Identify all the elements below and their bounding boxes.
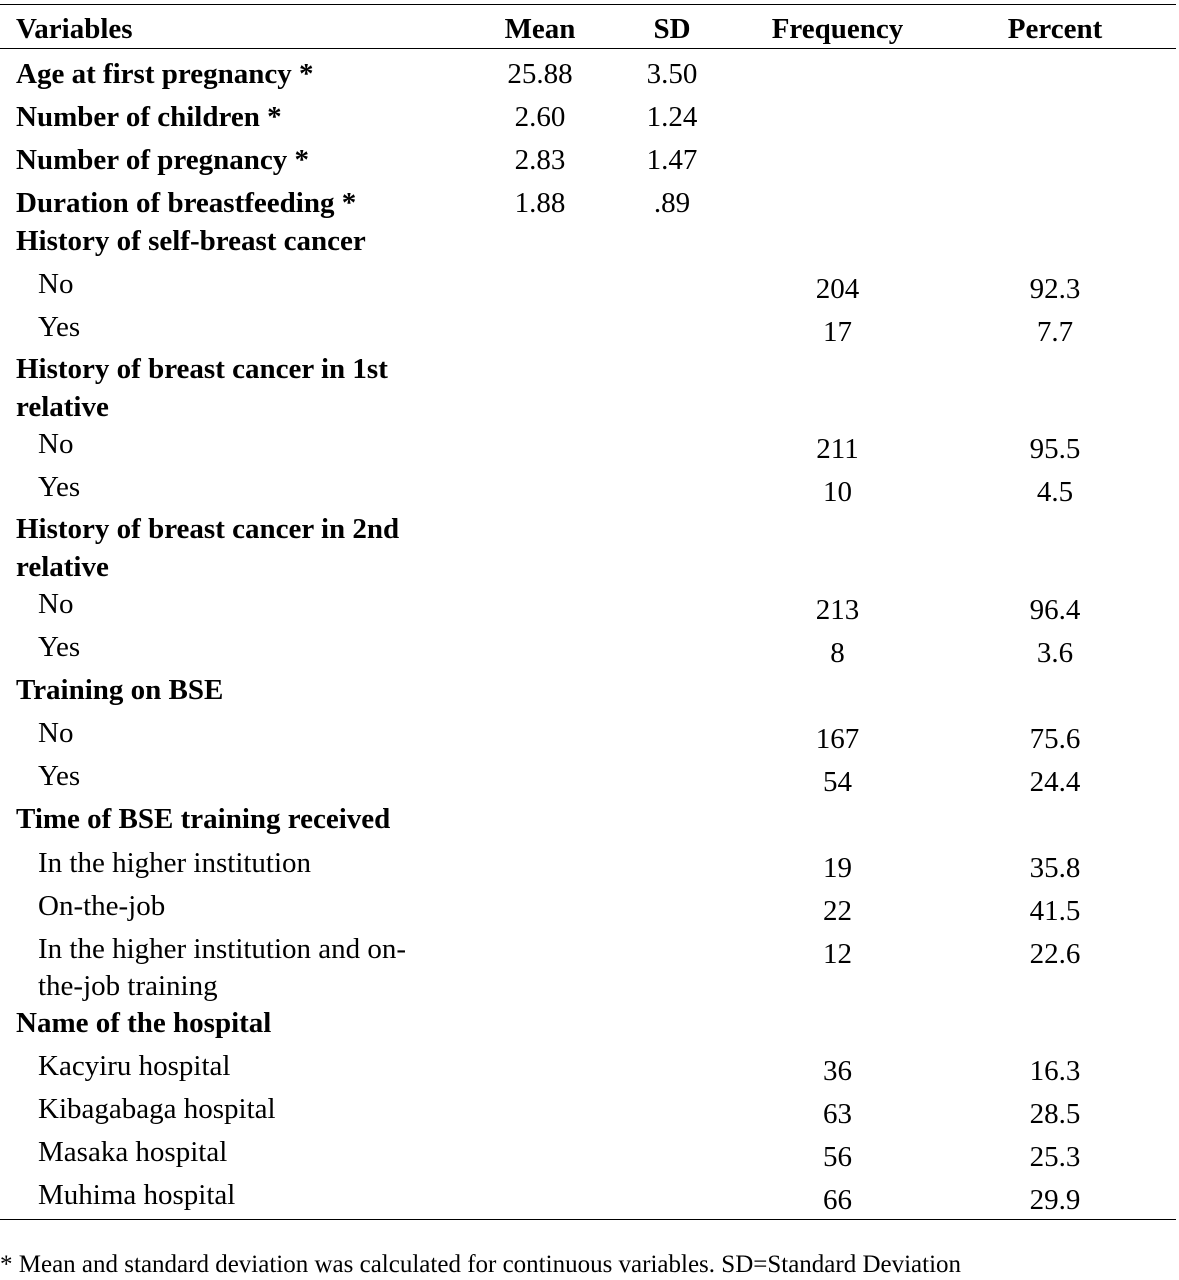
percent-value: 4.5 xyxy=(1036,476,1074,508)
group-title: Name of the hospital xyxy=(16,1007,272,1039)
frequency-value: 213 xyxy=(815,594,860,626)
group-title-continued: relative xyxy=(16,551,109,583)
frequency-value: 17 xyxy=(823,316,852,348)
percent-value: 29.9 xyxy=(1029,1184,1081,1216)
percent-value: 28.5 xyxy=(1029,1098,1081,1130)
frequency-value: 8 xyxy=(830,637,845,669)
header-variables: Variables xyxy=(16,13,133,45)
percent-value: 96.4 xyxy=(1029,594,1081,626)
frequency-value: 10 xyxy=(823,476,852,508)
percent-value: 92.3 xyxy=(1029,273,1081,305)
row-label: Age at first pregnancy * xyxy=(16,58,314,90)
percent-value: 7.7 xyxy=(1036,316,1074,348)
bottom-rule xyxy=(0,1219,1176,1220)
percent-value: 41.5 xyxy=(1029,895,1081,927)
top-rule xyxy=(0,4,1176,5)
category-label: Kibagabaga hospital xyxy=(38,1093,276,1125)
header-frequency: Frequency xyxy=(771,13,904,45)
frequency-value: 12 xyxy=(823,938,852,970)
group-title: History of breast cancer in 1st xyxy=(16,353,388,385)
percent-value: 75.6 xyxy=(1029,723,1081,755)
percent-value: 95.5 xyxy=(1029,433,1081,465)
row-label: Duration of breastfeeding * xyxy=(16,187,357,219)
frequency-value: 36 xyxy=(823,1055,852,1087)
frequency-value: 54 xyxy=(823,766,852,798)
category-label: No xyxy=(38,428,74,460)
category-label: On-the-job xyxy=(38,890,166,922)
category-label: Yes xyxy=(38,311,81,343)
category-label: Yes xyxy=(38,760,81,792)
header-rule xyxy=(0,48,1176,49)
mean-value: 2.60 xyxy=(514,101,566,133)
category-label: Yes xyxy=(38,471,81,503)
category-label: No xyxy=(38,717,74,749)
row-label: Number of children * xyxy=(16,101,282,133)
mean-value: 2.83 xyxy=(514,144,566,176)
group-title: History of self-breast cancer xyxy=(16,225,366,257)
frequency-value: 22 xyxy=(823,895,852,927)
group-title: Training on BSE xyxy=(16,674,224,706)
header-percent: Percent xyxy=(1007,13,1103,45)
frequency-value: 167 xyxy=(815,723,860,755)
percent-value: 35.8 xyxy=(1029,852,1081,884)
category-label: No xyxy=(38,268,74,300)
frequency-value: 204 xyxy=(815,273,860,305)
category-label: In the higher institution and on- xyxy=(38,933,407,965)
group-title: Time of BSE training received xyxy=(16,803,391,835)
table-footnote: * Mean and standard deviation was calcul… xyxy=(0,1251,962,1278)
category-label: No xyxy=(38,588,74,620)
header-mean: Mean xyxy=(504,13,576,45)
frequency-value: 56 xyxy=(823,1141,852,1173)
category-label: Muhima hospital xyxy=(38,1179,236,1211)
row-label: Number of pregnancy * xyxy=(16,144,309,176)
percent-value: 25.3 xyxy=(1029,1141,1081,1173)
sd-value: 3.50 xyxy=(646,58,698,90)
category-label: Yes xyxy=(38,631,81,663)
category-label-continued: the-job training xyxy=(38,970,218,1002)
percent-value: 3.6 xyxy=(1036,637,1074,669)
frequency-value: 19 xyxy=(823,852,852,884)
header-sd: SD xyxy=(653,13,691,45)
mean-value: 25.88 xyxy=(507,58,573,90)
sd-value: .89 xyxy=(653,187,691,219)
group-title-continued: relative xyxy=(16,391,109,423)
frequency-value: 63 xyxy=(823,1098,852,1130)
category-label: Masaka hospital xyxy=(38,1136,228,1168)
sd-value: 1.24 xyxy=(646,101,698,133)
frequency-value: 66 xyxy=(823,1184,852,1216)
percent-value: 22.6 xyxy=(1029,938,1081,970)
group-title: History of breast cancer in 2nd xyxy=(16,513,400,545)
mean-value: 1.88 xyxy=(514,187,566,219)
frequency-value: 211 xyxy=(816,433,859,465)
percent-value: 24.4 xyxy=(1029,766,1081,798)
category-label: Kacyiru hospital xyxy=(38,1050,231,1082)
sd-value: 1.47 xyxy=(646,144,698,176)
percent-value: 16.3 xyxy=(1029,1055,1081,1087)
category-label: In the higher institution xyxy=(38,847,312,879)
